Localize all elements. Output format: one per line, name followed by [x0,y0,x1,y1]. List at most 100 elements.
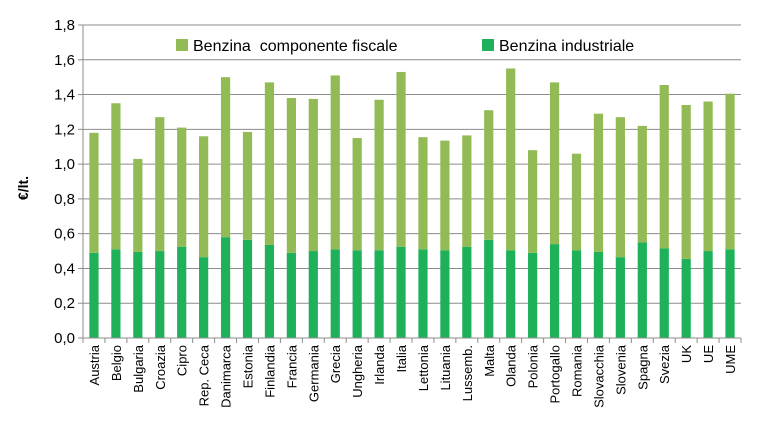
legend-label: Benzina componente fiscale [193,38,398,55]
x-category-label: Slovenia [613,344,628,395]
bar-componente-fiscale [637,125,647,243]
x-category-label: Portogallo [548,345,563,404]
bar-componente-fiscale [177,127,187,247]
x-category-label: Finlandia [262,344,277,398]
bar-componente-fiscale [593,113,604,252]
y-tick-label: 0,4 [54,260,75,277]
bars [89,68,735,338]
x-category-label: UE [701,345,716,363]
bar-componente-fiscale [440,140,450,251]
x-category-label: UK [679,345,694,363]
legend-swatch [176,39,188,51]
x-category-label: Croazia [153,344,168,390]
bar-componente-fiscale [681,104,691,259]
bar-componente-fiscale [199,136,209,258]
bar-industriale [418,249,428,338]
bar-componente-fiscale [308,98,318,252]
bar-componente-fiscale [703,101,713,252]
bar-componente-fiscale [462,135,472,247]
legend-label: Benzina industriale [499,38,634,55]
y-tick-label: 1,4 [54,87,75,104]
bar-componente-fiscale [242,131,253,240]
x-category-label: Lettonia [416,344,431,391]
y-tick-label: 1,8 [54,17,75,34]
bar-componente-fiscale [264,82,275,245]
bar-industriale [440,250,450,338]
bar-componente-fiscale [89,132,99,253]
x-category-label: Slovacchia [591,344,606,408]
y-tick-label: 1,6 [54,52,75,69]
x-category-label: Ungheria [350,344,365,398]
bar-componente-fiscale [615,117,625,258]
bar-industriale [264,244,275,338]
y-axis-ticks: 0,0 0,2 0,4 0,6 0,8 1,0 1,2 1,4 1,6 1,8 [54,17,83,347]
bar-componente-fiscale [484,110,494,240]
x-category-label: Estonia [241,344,256,388]
bar-componente-fiscale [659,84,669,249]
x-category-label: Olanda [504,344,519,387]
y-tick-label: 0,0 [54,330,75,347]
bar-industriale [89,252,99,338]
bar-componente-fiscale [396,71,406,247]
bar-componente-fiscale [155,117,165,252]
bar-industriale [199,257,209,338]
bar-componente-fiscale [286,98,296,253]
bar-industriale [286,252,296,338]
bar-industriale [703,251,713,338]
x-category-label: Svezia [657,344,672,384]
y-tick-label: 0,2 [54,295,75,312]
bar-industriale [615,257,625,338]
bar-industriale [528,252,538,338]
x-category-label: Grecia [328,344,343,383]
x-category-label: Danimarca [219,344,234,408]
bar-industriale [220,237,231,338]
bar-componente-fiscale [374,99,384,251]
x-category-label: UME [723,345,738,374]
bar-componente-fiscale [330,75,340,250]
y-tick-label: 0,8 [54,191,75,208]
bar-componente-fiscale [418,137,428,250]
y-axis-title: €/lt. [15,176,31,200]
x-category-label: Bulgaria [131,344,146,392]
bar-componente-fiscale [725,93,735,250]
x-category-label: Irlanda [372,344,387,385]
x-axis-categories: Austria Belgio Bulgaria Croazia Cipro Rep. Ce… [82,338,742,408]
bar-componente-fiscale [220,77,231,238]
y-tick-label: 1,2 [54,121,75,138]
gridlines [83,24,741,339]
bar-componente-fiscale [133,158,143,252]
x-category-label: Lituania [438,344,453,390]
legend: Benzina componente fiscale Benzina indust… [176,38,634,55]
bar-industriale [506,250,516,338]
bar-industriale [308,251,318,338]
x-category-label: Belgio [109,345,124,381]
bar-industriale [177,246,187,338]
bar-componente-fiscale [352,138,362,251]
bar-industriale [637,242,647,338]
bar-industriale [659,248,669,338]
x-category-label: Italia [394,344,409,372]
x-category-label: Malta [482,344,497,377]
x-category-label: Cipro [175,345,190,376]
bar-industriale [330,249,340,338]
bar-industriale [462,246,472,338]
x-category-label: Polonia [526,344,541,388]
bar-industriale [681,258,691,338]
bar-industriale [571,250,582,338]
bar-industriale [593,251,604,338]
y-tick-label: 0,6 [54,226,75,243]
x-category-label: Germania [306,344,321,402]
bar-componente-fiscale [549,82,560,245]
bar-componente-fiscale [528,150,538,253]
bar-industriale [242,239,253,338]
bar-componente-fiscale [506,68,516,251]
bar-industriale [374,250,384,338]
legend-swatch [482,39,494,51]
x-category-label: Lussemb. [460,345,475,401]
bar-industriale [725,249,735,338]
bar-industriale [484,239,494,338]
x-category-label: Spagna [635,344,650,390]
bar-industriale [111,249,121,338]
bar-industriale [155,251,165,338]
